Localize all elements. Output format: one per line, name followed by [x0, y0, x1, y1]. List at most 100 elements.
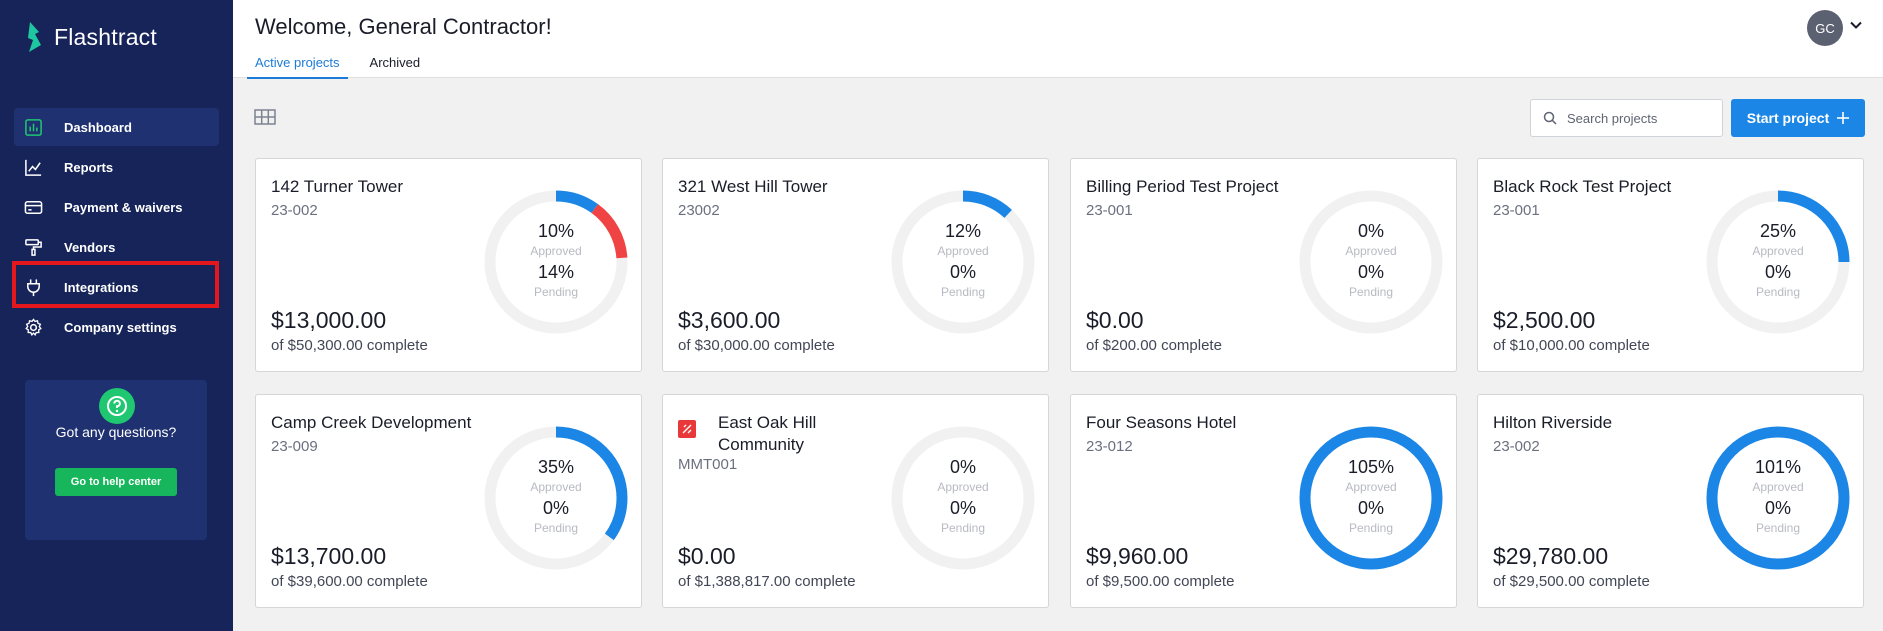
- plus-icon: [1837, 112, 1850, 124]
- approved-percent: 25%: [1759, 221, 1797, 241]
- pending-label: Pending: [940, 521, 986, 535]
- project-tabs: Active projects Archived: [247, 52, 442, 79]
- project-name[interactable]: Hilton Riverside: [1493, 413, 1613, 432]
- sidebar-item-label: Payment & waivers: [64, 199, 183, 215]
- pending-label: Pending: [1348, 521, 1394, 535]
- pending-percent: 0%: [542, 498, 569, 518]
- approved-arc: [484, 190, 628, 334]
- approved-percent: 10%: [537, 221, 575, 241]
- chevron-down-icon[interactable]: [1849, 18, 1863, 32]
- pending-percent: 0%: [949, 262, 976, 282]
- sidebar-item-payment-waivers[interactable]: Payment & waivers: [14, 188, 219, 226]
- project-code: 23-001: [1086, 202, 1133, 219]
- project-card[interactable]: Black Rock Test Project 23-001 $2,500.00 of…: [1477, 158, 1864, 372]
- project-card[interactable]: Billing Period Test Project 23-001 $0.00 of…: [1070, 158, 1457, 372]
- sidebar-item-reports[interactable]: Reports: [14, 148, 219, 186]
- project-card[interactable]: 321 West Hill Tower 23002 $3,600.00 of $30,…: [662, 158, 1049, 372]
- project-code: 23002: [678, 202, 720, 219]
- avatar[interactable]: GC: [1807, 10, 1843, 46]
- pending-percent: 0%: [949, 498, 976, 518]
- project-amount: $3,600.00: [678, 307, 781, 333]
- project-amount: $29,780.00: [1493, 543, 1609, 569]
- progress-ring: 101% Approved 0% Pending: [1704, 424, 1852, 572]
- pending-label: Pending: [1755, 285, 1801, 299]
- project-code: 23-001: [1493, 202, 1540, 219]
- approved-arc: [891, 190, 1035, 334]
- start-project-button[interactable]: Start project: [1731, 99, 1865, 137]
- help-center-button[interactable]: Go to help center: [55, 468, 177, 496]
- project-name[interactable]: Billing Period Test Project: [1086, 177, 1279, 196]
- project-card[interactable]: Hilton Riverside 23-002 $29,780.00 of $29,5…: [1477, 394, 1864, 608]
- project-amount: $9,960.00: [1086, 543, 1189, 569]
- search-input[interactable]: [1567, 110, 1707, 126]
- pending-label: Pending: [1348, 285, 1394, 299]
- project-name[interactable]: 321 West Hill Tower: [678, 177, 828, 196]
- project-card[interactable]: Camp Creek Development 23-009 $13,700.00 of…: [255, 394, 642, 608]
- project-name[interactable]: Black Rock Test Project: [1493, 177, 1672, 196]
- project-name[interactable]: Camp Creek Development: [271, 413, 472, 432]
- pending-percent: 14%: [537, 262, 575, 282]
- progress-ring: 0% Approved 0% Pending: [889, 424, 1037, 572]
- sidebar-item-label: Dashboard: [64, 119, 132, 135]
- approved-percent: 0%: [949, 457, 976, 477]
- app-name: Flashtract: [54, 23, 157, 50]
- project-total: of $1,388,817.00 complete: [678, 573, 856, 590]
- approved-percent: 101%: [1754, 457, 1802, 477]
- project-total: of $29,500.00 complete: [1493, 573, 1650, 590]
- sidebar-item-company-settings[interactable]: Company settings: [14, 308, 219, 346]
- project-total: of $200.00 complete: [1086, 337, 1222, 354]
- tab-archived[interactable]: Archived: [369, 55, 421, 70]
- approved-arc: [484, 426, 628, 570]
- project-code: 23-002: [271, 202, 318, 219]
- sidebar-nav: Dashboard Reports Payment & waivers Vend…: [14, 108, 219, 348]
- approved-arc: [1299, 426, 1443, 570]
- sidebar-item-dashboard[interactable]: Dashboard: [14, 108, 219, 146]
- sidebar: Flashtract Dashboard Reports Payment & w…: [0, 0, 233, 631]
- approved-label: Approved: [1752, 480, 1804, 494]
- ring-track: [1299, 190, 1443, 334]
- plug-icon: [22, 276, 44, 298]
- pending-percent: 0%: [1357, 262, 1384, 282]
- grid-view-icon[interactable]: [254, 108, 276, 126]
- bar-chart-icon: [22, 116, 44, 138]
- search-box: [1530, 99, 1723, 137]
- approved-label: Approved: [1345, 244, 1397, 258]
- question-icon: [99, 388, 135, 424]
- pending-percent: 0%: [1764, 498, 1791, 518]
- project-amount: $13,700.00: [271, 543, 387, 569]
- progress-ring: 12% Approved 0% Pending: [889, 188, 1037, 336]
- approved-percent: 12%: [944, 221, 982, 241]
- project-code: MMT001: [678, 456, 738, 473]
- progress-ring: 35% Approved 0% Pending: [482, 424, 630, 572]
- project-card[interactable]: 142 Turner Tower 23-002 $13,000.00 of $50,3…: [255, 158, 642, 372]
- approved-arc: [1706, 190, 1850, 334]
- project-card[interactable]: East Oak Hill Community MMT001 $0.00 of $1,…: [662, 394, 1049, 608]
- pending-label: Pending: [940, 285, 986, 299]
- paint-roller-icon: [22, 236, 44, 258]
- sidebar-item-label: Reports: [64, 159, 114, 175]
- app-logo[interactable]: Flashtract: [26, 22, 157, 52]
- tab-active-projects[interactable]: Active projects: [247, 52, 348, 79]
- project-amount: $0.00: [1086, 307, 1144, 333]
- project-card[interactable]: Four Seasons Hotel 23-012 $9,960.00 of $9,5…: [1070, 394, 1457, 608]
- gear-icon: [22, 316, 44, 338]
- project-name[interactable]: 142 Turner Tower: [271, 177, 403, 196]
- project-amount: $2,500.00: [1493, 307, 1596, 333]
- sidebar-item-label: Integrations: [64, 279, 139, 295]
- sidebar-item-integrations[interactable]: Integrations: [14, 268, 219, 306]
- project-total: of $50,300.00 complete: [271, 337, 428, 354]
- progress-ring: 0% Approved 0% Pending: [1297, 188, 1445, 336]
- progress-ring: 105% Approved 0% Pending: [1297, 424, 1445, 572]
- page-title: Welcome, General Contractor!: [255, 14, 552, 39]
- pending-label: Pending: [533, 521, 579, 535]
- sidebar-item-vendors[interactable]: Vendors: [14, 228, 219, 266]
- pending-percent: 0%: [1764, 262, 1791, 282]
- project-code: 23-012: [1086, 438, 1133, 455]
- project-name[interactable]: Four Seasons Hotel: [1086, 413, 1237, 432]
- help-card: Got any questions? Go to help center: [25, 380, 207, 540]
- approved-label: Approved: [1752, 244, 1804, 258]
- project-name[interactable]: East Oak Hill Community: [718, 413, 817, 454]
- progress-ring: 10% Approved 14% Pending: [482, 188, 630, 336]
- project-total: of $10,000.00 complete: [1493, 337, 1650, 354]
- pending-percent: 0%: [1357, 498, 1384, 518]
